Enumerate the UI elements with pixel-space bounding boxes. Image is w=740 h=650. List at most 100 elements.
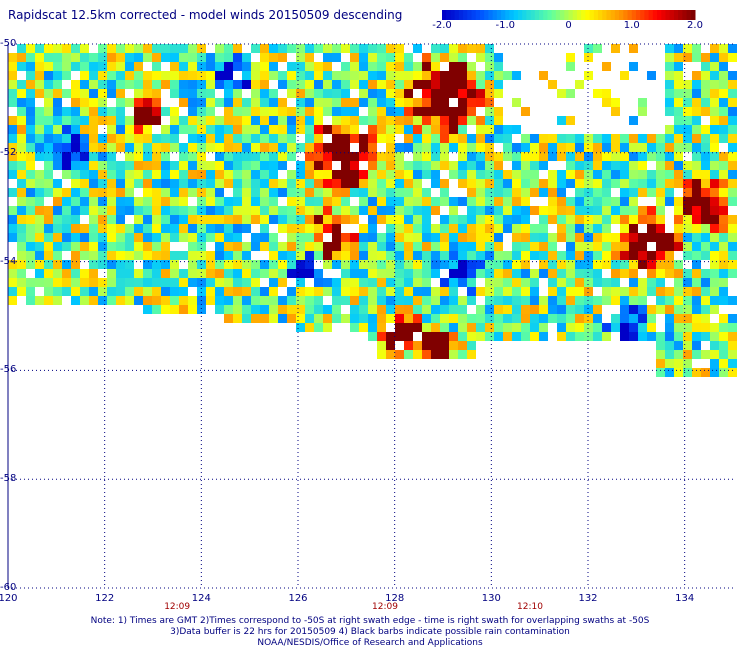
wind-difference-cell	[233, 125, 242, 134]
wind-difference-cell	[395, 242, 404, 251]
wind-difference-cell	[503, 323, 512, 332]
wind-difference-cell	[683, 143, 692, 152]
wind-difference-cell	[341, 269, 350, 278]
wind-difference-cell	[413, 341, 422, 350]
wind-difference-cell	[323, 305, 332, 314]
wind-difference-cell	[107, 125, 116, 134]
swath-time-label: 12:09	[164, 602, 191, 612]
wind-difference-cell	[386, 251, 395, 260]
wind-difference-cell	[521, 206, 530, 215]
wind-difference-cell	[404, 89, 413, 98]
wind-difference-cell	[53, 116, 62, 125]
wind-difference-cell	[485, 251, 494, 260]
wind-difference-cell	[134, 170, 143, 179]
wind-difference-cell	[395, 224, 404, 233]
wind-difference-cell	[449, 89, 458, 98]
wind-difference-cell	[611, 107, 620, 116]
wind-difference-cell	[143, 152, 152, 161]
wind-difference-cell	[89, 188, 98, 197]
wind-difference-cell	[467, 188, 476, 197]
wind-difference-cell	[548, 188, 557, 197]
wind-difference-cell	[620, 71, 629, 80]
wind-difference-cell	[494, 224, 503, 233]
wind-difference-cell	[386, 305, 395, 314]
wind-difference-cell	[503, 215, 512, 224]
wind-difference-cell	[89, 170, 98, 179]
wind-difference-cell	[710, 152, 719, 161]
wind-difference-cell	[638, 143, 647, 152]
wind-difference-cell	[143, 215, 152, 224]
wind-difference-cell	[683, 314, 692, 323]
wind-difference-cell	[296, 116, 305, 125]
wind-difference-cell	[665, 332, 674, 341]
wind-difference-cell	[53, 215, 62, 224]
wind-difference-cell	[503, 287, 512, 296]
wind-difference-cell	[143, 206, 152, 215]
wind-difference-cell	[377, 323, 386, 332]
wind-difference-cell	[26, 152, 35, 161]
wind-difference-cell	[152, 116, 161, 125]
wind-difference-cell	[17, 224, 26, 233]
wind-difference-cell	[530, 296, 539, 305]
wind-difference-cell	[548, 305, 557, 314]
wind-difference-cell	[8, 215, 17, 224]
wind-difference-cell	[53, 179, 62, 188]
colorbar-segment	[606, 10, 612, 20]
wind-difference-cell	[368, 215, 377, 224]
wind-difference-cell	[71, 287, 80, 296]
wind-difference-cell	[701, 134, 710, 143]
wind-difference-cell	[476, 332, 485, 341]
wind-difference-cell	[440, 314, 449, 323]
wind-difference-cell	[107, 53, 116, 62]
wind-difference-cell	[251, 305, 260, 314]
wind-difference-cell	[476, 233, 485, 242]
wind-difference-cell	[17, 233, 26, 242]
wind-difference-cell	[53, 233, 62, 242]
wind-difference-cell	[170, 287, 179, 296]
wind-difference-cell	[251, 287, 260, 296]
wind-difference-cell	[161, 143, 170, 152]
wind-difference-cell	[26, 206, 35, 215]
wind-difference-cell	[548, 197, 557, 206]
wind-difference-cell	[134, 179, 143, 188]
wind-difference-cell	[458, 53, 467, 62]
wind-difference-cell	[368, 71, 377, 80]
colorbar-segment	[454, 10, 460, 20]
wind-difference-cell	[557, 314, 566, 323]
wind-difference-cell	[152, 179, 161, 188]
wind-difference-cell	[8, 224, 17, 233]
wind-difference-cell	[521, 143, 530, 152]
wind-difference-cell	[197, 233, 206, 242]
wind-difference-cell	[440, 125, 449, 134]
wind-difference-cell	[296, 323, 305, 332]
wind-difference-cell	[17, 188, 26, 197]
wind-difference-cell	[476, 116, 485, 125]
wind-difference-cell	[161, 242, 170, 251]
wind-difference-cell	[701, 242, 710, 251]
wind-difference-cell	[575, 224, 584, 233]
wind-difference-cell	[215, 80, 224, 89]
wind-difference-cell	[332, 107, 341, 116]
wind-difference-cell	[233, 260, 242, 269]
wind-difference-cell	[431, 197, 440, 206]
wind-difference-cell	[17, 152, 26, 161]
wind-difference-cell	[62, 206, 71, 215]
wind-difference-cell	[404, 179, 413, 188]
wind-difference-cell	[143, 260, 152, 269]
wind-difference-cell	[566, 242, 575, 251]
wind-difference-cell	[674, 197, 683, 206]
wind-difference-cell	[377, 350, 386, 359]
wind-difference-cell	[269, 305, 278, 314]
wind-difference-cell	[179, 80, 188, 89]
wind-difference-cell	[494, 170, 503, 179]
wind-difference-cell	[179, 62, 188, 71]
wind-difference-cell	[674, 134, 683, 143]
wind-difference-cell	[107, 287, 116, 296]
wind-difference-cell	[269, 197, 278, 206]
wind-difference-cell	[530, 314, 539, 323]
wind-difference-cell	[458, 134, 467, 143]
wind-difference-cell	[431, 71, 440, 80]
wind-difference-cell	[8, 89, 17, 98]
wind-difference-cell	[728, 224, 737, 233]
wind-difference-cell	[296, 53, 305, 62]
